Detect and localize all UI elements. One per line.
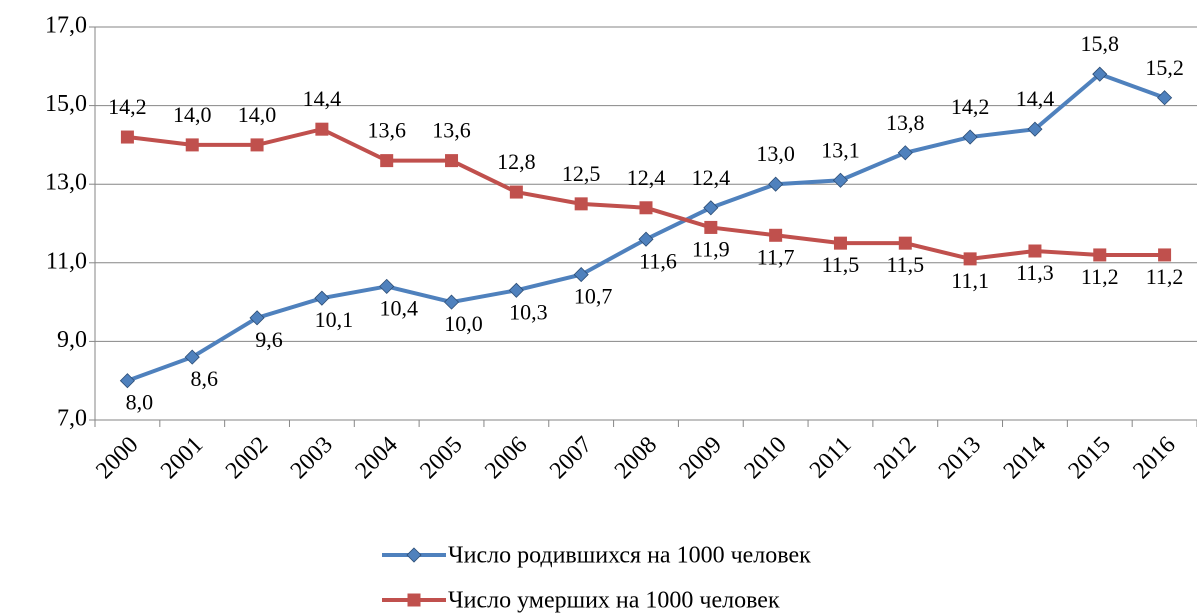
- point: [769, 228, 783, 242]
- point: [509, 185, 523, 199]
- point: [380, 154, 394, 168]
- data-label: 13,6: [432, 118, 471, 143]
- legend-marker: [407, 593, 421, 607]
- point: [962, 129, 978, 145]
- x-tick-label: 2011: [805, 432, 857, 484]
- data-label: 8,6: [190, 366, 218, 391]
- data-label: 11,2: [1081, 264, 1119, 289]
- point: [1027, 121, 1043, 137]
- data-label: 10,0: [444, 311, 483, 336]
- x-tick-label: 2012: [869, 432, 921, 484]
- point: [445, 154, 459, 168]
- x-tick-label: 2000: [91, 432, 143, 484]
- data-label: 13,1: [821, 137, 860, 162]
- point: [379, 278, 395, 294]
- data-label: 11,5: [822, 252, 860, 277]
- x-tick-label: 2005: [415, 432, 467, 484]
- point: [833, 236, 847, 250]
- legend-label: Число умерших на 1000 человек: [448, 588, 780, 613]
- x-tick-label: 2015: [1064, 432, 1116, 484]
- point: [119, 373, 135, 389]
- x-tick-label: 2006: [480, 432, 532, 484]
- data-label: 10,1: [315, 307, 354, 332]
- data-label: 11,3: [1016, 260, 1054, 285]
- point: [315, 122, 329, 136]
- data-label: 15,2: [1145, 55, 1184, 80]
- x-tick-label: 2014: [999, 432, 1051, 484]
- point: [573, 267, 589, 283]
- data-label: 12,8: [497, 149, 536, 174]
- data-label: 14,2: [108, 94, 147, 119]
- point: [1093, 248, 1107, 262]
- point: [508, 282, 524, 298]
- data-label: 14,0: [173, 102, 212, 127]
- data-label: 11,1: [951, 268, 989, 293]
- point: [314, 290, 330, 306]
- y-tick-label: 9,0: [57, 327, 87, 353]
- data-label: 10,3: [509, 299, 548, 324]
- y-tick-label: 11,0: [46, 248, 87, 274]
- data-label: 14,4: [1016, 86, 1055, 111]
- point: [639, 201, 653, 215]
- data-label: 10,4: [379, 295, 418, 320]
- point: [704, 220, 718, 234]
- x-tick-label: 2010: [739, 432, 791, 484]
- data-label: 15,8: [1081, 31, 1120, 56]
- point: [443, 294, 460, 310]
- y-tick-label: 7,0: [57, 406, 87, 432]
- data-label: 12,4: [627, 165, 666, 190]
- legend-label: Число родившихся на 1000 человек: [448, 543, 811, 569]
- data-label: 12,4: [692, 165, 731, 190]
- point: [185, 138, 199, 152]
- point: [250, 138, 264, 152]
- series-line: [126, 71, 1166, 383]
- data-label: 14,2: [951, 94, 990, 119]
- point: [1158, 248, 1172, 262]
- point: [184, 349, 200, 365]
- data-label: 14,4: [303, 86, 342, 111]
- x-tick-label: 2016: [1128, 432, 1180, 484]
- data-label: 9,6: [255, 327, 283, 352]
- point: [1028, 244, 1042, 258]
- data-label: 11,2: [1146, 264, 1184, 289]
- x-tick-label: 2009: [675, 432, 727, 484]
- x-tick-label: 2007: [545, 432, 597, 484]
- point: [703, 200, 719, 216]
- point: [574, 197, 588, 211]
- point: [963, 252, 977, 266]
- data-label: 14,0: [238, 102, 277, 127]
- point: [1092, 66, 1108, 82]
- data-label: 11,7: [757, 244, 795, 269]
- point: [897, 145, 913, 161]
- point: [249, 310, 265, 326]
- data-label: 11,9: [692, 236, 730, 261]
- y-tick-label: 15,0: [45, 91, 87, 117]
- data-label: 11,5: [886, 252, 924, 277]
- data-label: 13,0: [756, 141, 795, 166]
- data-label: 11,6: [639, 248, 677, 273]
- data-label: 13,8: [886, 110, 925, 135]
- y-tick-label: 13,0: [45, 170, 87, 196]
- point: [638, 231, 654, 247]
- data-label: 13,6: [367, 118, 406, 143]
- x-tick-label: 2013: [934, 432, 986, 484]
- data-label: 8,0: [126, 390, 154, 415]
- x-tick-label: 2001: [156, 432, 208, 484]
- data-label: 10,7: [574, 284, 613, 309]
- point: [1157, 90, 1173, 106]
- data-label: 12,5: [562, 161, 601, 186]
- x-tick-label: 2003: [286, 432, 338, 484]
- x-tick-label: 2002: [221, 432, 273, 484]
- x-tick-label: 2004: [351, 432, 403, 484]
- point: [120, 130, 134, 144]
- legend-marker: [406, 547, 422, 563]
- legend-item: Число умерших на 1000 человек: [382, 588, 780, 613]
- point: [768, 176, 784, 192]
- point: [898, 236, 912, 250]
- point: [832, 172, 849, 188]
- legend-item: Число родившихся на 1000 человек: [382, 543, 811, 569]
- x-tick-label: 2008: [610, 432, 662, 484]
- y-tick-label: 17,0: [45, 13, 87, 39]
